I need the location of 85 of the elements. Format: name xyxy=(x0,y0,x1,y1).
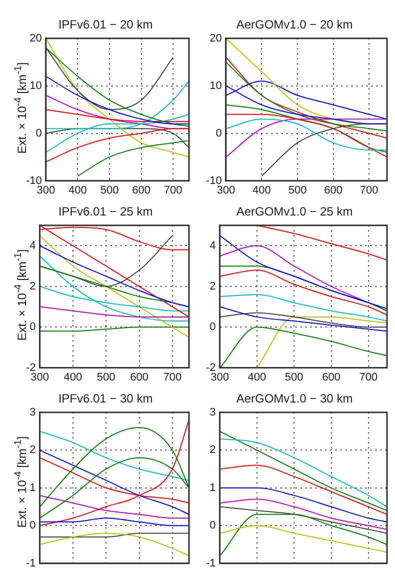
x-tick-label: 500 xyxy=(288,184,307,196)
line-series xyxy=(220,525,387,553)
y-tick-label: 20 xyxy=(210,32,222,44)
y-tick-label: -1 xyxy=(206,557,216,570)
y-tick-label: -2 xyxy=(206,362,216,374)
x-tick-label: 600 xyxy=(322,371,340,384)
chart-title: AerGOMv1.0 − 30 km xyxy=(236,392,353,406)
line-series xyxy=(46,38,189,158)
x-tick-label: 700 xyxy=(359,371,378,384)
y-tick-label: -10 xyxy=(206,174,222,187)
y-tick-label: 0 xyxy=(30,321,36,334)
y-tick-label: 1 xyxy=(30,482,36,494)
line-series xyxy=(220,326,387,368)
line-series xyxy=(220,306,387,332)
line-series xyxy=(220,464,387,515)
line-series xyxy=(46,109,189,122)
y-tick-label: 2 xyxy=(210,280,216,292)
x-tick-label: 500 xyxy=(100,184,119,196)
line-series xyxy=(40,430,189,481)
line-series xyxy=(220,514,387,556)
line-series xyxy=(226,118,387,150)
y-tick-label: -10 xyxy=(26,174,42,187)
line-series xyxy=(256,225,387,260)
y-tick-label: 0 xyxy=(30,520,36,532)
x-tick-label: 500 xyxy=(284,371,304,384)
x-tick-label: 700 xyxy=(163,371,182,384)
line-series xyxy=(40,419,189,526)
y-tick-label: 0 xyxy=(210,321,216,334)
line-series xyxy=(40,532,189,556)
line-series xyxy=(220,487,387,522)
chart-title: IPFv6.01 − 20 km xyxy=(58,18,153,32)
y-tick-label: 2 xyxy=(210,444,216,456)
y-tick-label: -1 xyxy=(26,557,36,570)
y-tick-label: 1 xyxy=(210,482,216,494)
y-tick-label: 4 xyxy=(30,240,36,252)
y-tick-label: 0 xyxy=(216,127,222,140)
y-tick-label: 2 xyxy=(30,444,36,456)
line-series xyxy=(226,104,387,153)
line-series xyxy=(220,498,387,530)
line-series xyxy=(226,62,387,132)
line-series xyxy=(46,47,174,110)
line-series xyxy=(46,128,189,162)
line-series xyxy=(220,312,387,328)
chart-title: IPFv6.01 − 25 km xyxy=(58,204,153,219)
y-tick-label: 2 xyxy=(30,280,36,292)
line-series xyxy=(256,316,387,368)
y-tick-label: 3 xyxy=(210,406,216,418)
x-tick-label: 600 xyxy=(324,184,342,196)
x-tick-label: 300 xyxy=(36,184,56,196)
y-tick-label: 20 xyxy=(30,32,42,44)
line-series xyxy=(40,235,189,338)
y-tick-label: 10 xyxy=(30,80,42,92)
line-series xyxy=(40,494,189,519)
line-series xyxy=(226,56,387,139)
line-series xyxy=(220,235,387,310)
line-series xyxy=(220,506,387,534)
x-tick-label: 700 xyxy=(360,184,378,196)
x-tick-label: 400 xyxy=(248,371,266,384)
chart-title: AerGOMv1.0 − 20 km xyxy=(236,18,353,32)
x-tick-label: 400 xyxy=(252,184,271,196)
line-series xyxy=(40,225,189,318)
line-series xyxy=(40,306,189,318)
line-series xyxy=(77,140,189,177)
x-tick-label: 600 xyxy=(132,184,150,196)
line-series xyxy=(40,450,189,515)
y-tick-label: 0 xyxy=(36,127,42,140)
chart-title: IPFv6.01 − 30 km xyxy=(58,392,153,406)
x-tick-label: 300 xyxy=(216,184,236,196)
y-tick-label: -2 xyxy=(26,362,36,374)
line-series xyxy=(220,294,387,322)
x-tick-label: 400 xyxy=(64,371,82,384)
x-tick-label: 300 xyxy=(210,371,229,384)
y-tick-label: 4 xyxy=(210,240,216,252)
line-series xyxy=(40,255,189,322)
line-series xyxy=(46,47,189,127)
y-tick-label: 0 xyxy=(210,520,216,532)
line-series xyxy=(40,245,189,308)
x-tick-label: 400 xyxy=(68,184,87,196)
x-tick-label: 300 xyxy=(30,371,49,384)
y-tick-label: 10 xyxy=(210,80,222,92)
x-tick-label: 500 xyxy=(96,371,116,384)
x-tick-label: 600 xyxy=(130,371,148,384)
y-tick-label: 3 xyxy=(30,406,36,418)
chart-title: AerGOMv1.0 − 25 km xyxy=(236,204,353,219)
x-tick-label: 700 xyxy=(164,184,182,196)
